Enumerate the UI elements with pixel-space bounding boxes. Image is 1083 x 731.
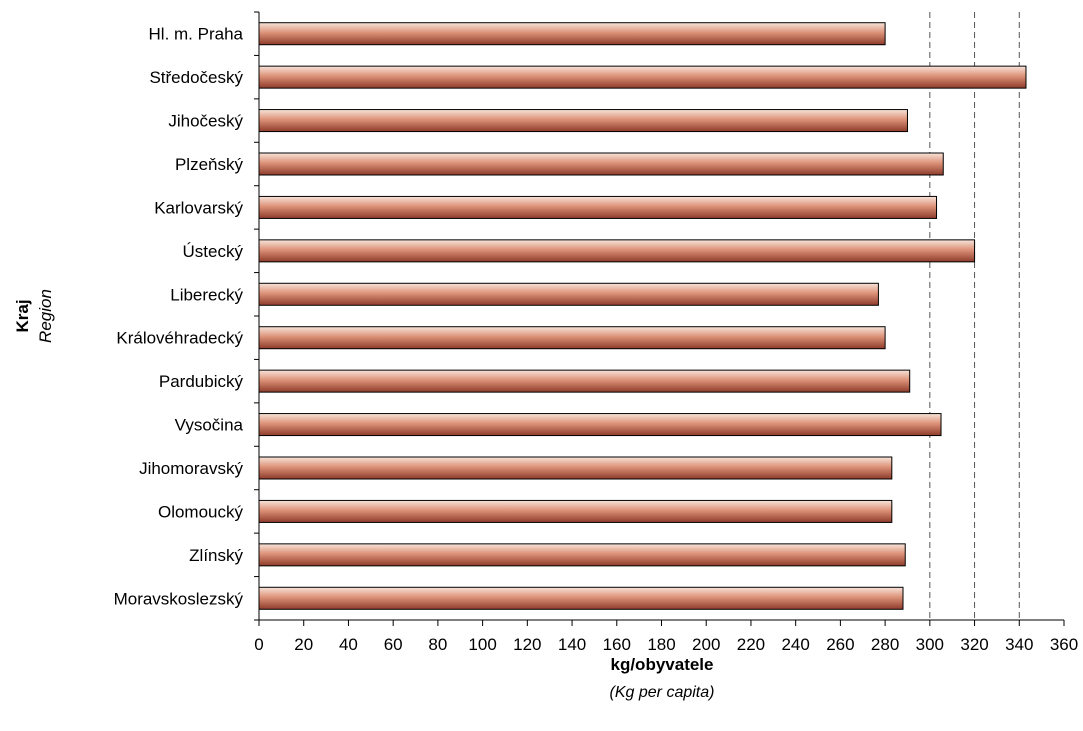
bar-11: [258, 456, 893, 480]
axes: [254, 11, 1064, 621]
x-tick-label: 320: [960, 635, 988, 654]
bar-14: [258, 586, 904, 610]
category-labels: Hl. m. Praha Středočeský Jihočeský Plzeňský…: [114, 25, 244, 609]
bar-7: [258, 282, 879, 306]
bar-1: [258, 22, 886, 46]
category-label: Moravskoslezský: [114, 589, 244, 608]
bar-5: [258, 195, 938, 219]
y-axis-title: Kraj: [13, 299, 32, 332]
bar-10: [258, 413, 942, 437]
x-tick-label: 160: [603, 635, 631, 654]
bar-12: [258, 499, 893, 523]
x-tick-label: 140: [558, 635, 586, 654]
category-label: Olomoucký: [158, 502, 244, 521]
x-tick-labels: 0 20 40 60 80 100 120 140 160 180 200 220 240 260 280 3…: [254, 620, 1078, 654]
x-tick-label: 60: [384, 635, 403, 654]
x-tick-label: 180: [647, 635, 675, 654]
x-tick-label: 240: [781, 635, 809, 654]
x-tick-label: 20: [294, 635, 313, 654]
bar-2: [258, 65, 1027, 89]
bar-8: [258, 326, 886, 350]
category-label: Karlovarský: [154, 198, 243, 217]
category-label: Plzeňský: [175, 155, 244, 174]
bar-9: [258, 369, 911, 393]
x-tick-label: 100: [468, 635, 496, 654]
bar-4: [258, 152, 944, 176]
bar-6: [258, 239, 976, 263]
x-tick-label: 360: [1050, 635, 1078, 654]
category-label: Středočeský: [149, 68, 243, 87]
x-tick-label: 0: [254, 635, 263, 654]
x-tick-label: 120: [513, 635, 541, 654]
x-tick-label: 220: [737, 635, 765, 654]
category-label: Královéhradecký: [116, 329, 243, 348]
category-label: Jihočeský: [168, 112, 243, 131]
bar-13: [258, 543, 906, 567]
x-tick-label: 200: [692, 635, 720, 654]
x-tick-label: 80: [428, 635, 447, 654]
x-tick-label: 340: [1005, 635, 1033, 654]
category-label: Jihomoravský: [139, 459, 243, 478]
x-axis-title: kg/obyvatele: [611, 655, 714, 674]
grid-lines: [929, 12, 1020, 620]
y-axis-subtitle: Region: [36, 289, 55, 343]
category-label: Zlínský: [189, 546, 243, 565]
x-tick-label: 260: [826, 635, 854, 654]
x-tick-label: 280: [871, 635, 899, 654]
x-axis-subtitle: (Kg per capita): [610, 684, 715, 701]
x-tick-label: 300: [916, 635, 944, 654]
category-label: Pardubický: [159, 372, 244, 391]
x-tick-label: 40: [339, 635, 358, 654]
category-label: Hl. m. Praha: [149, 25, 244, 44]
bar-3: [258, 109, 908, 133]
category-label: Liberecký: [170, 285, 243, 304]
category-label: Vysočina: [175, 416, 244, 435]
category-label: Ústecký: [183, 242, 244, 261]
bars: [258, 22, 1027, 610]
